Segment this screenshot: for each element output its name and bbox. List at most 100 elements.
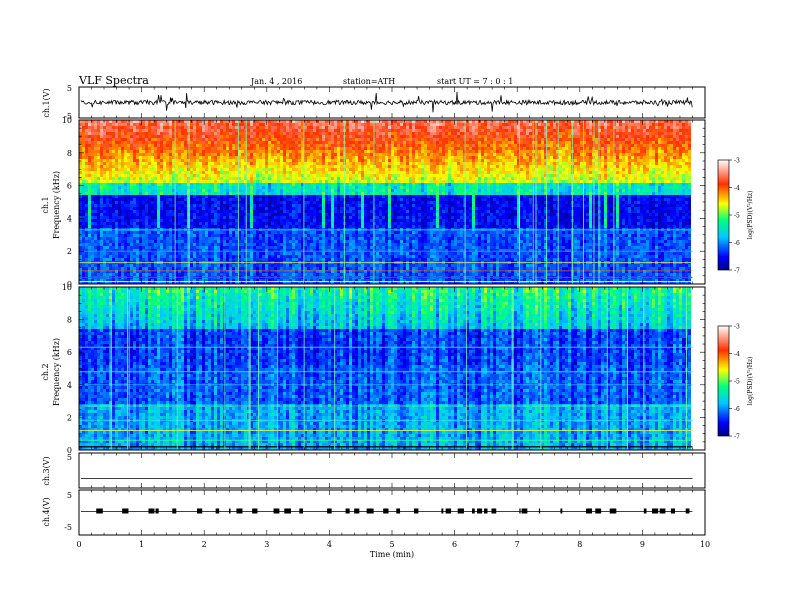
spectrogram-column [118, 120, 121, 284]
spectrogram-column [271, 287, 274, 450]
ch4-waveform-panel: 5 -5 ch.4(V) 0 1 2 3 4 5 6 7 8 9 10 Time (min) [42, 489, 710, 559]
spectrogram-column [358, 120, 361, 284]
spectrogram-column [406, 287, 409, 450]
spectrogram-column [136, 287, 139, 450]
spectrogram-column [205, 287, 208, 450]
ch1-colorbar-label: log(PSD)(V²/Hz) [747, 191, 754, 240]
spectrogram-column [214, 287, 217, 450]
spectrogram-column [319, 120, 322, 284]
spectrogram-column [481, 120, 484, 284]
spectrogram-column [484, 120, 487, 284]
spectrogram-column [568, 120, 571, 284]
ch2-colorbar-ticks: -3 -4 -5 -6 -7 [729, 324, 740, 441]
spectrogram-column [601, 287, 604, 450]
spectrogram-column [400, 120, 403, 284]
spectrogram-column [298, 287, 301, 450]
spectrogram-column [547, 120, 550, 284]
spectrogram-column [97, 120, 100, 284]
spectrogram-column [625, 287, 628, 450]
spectrogram-column [112, 287, 115, 450]
spectrogram-column [520, 287, 523, 450]
spectrogram-column [415, 287, 418, 450]
spectrogram-column [325, 287, 328, 450]
spectrogram-column [109, 287, 112, 450]
burst-block [477, 508, 483, 514]
spectrogram-column [106, 120, 109, 284]
spectrogram-column [451, 287, 454, 450]
spectrogram-column [442, 287, 445, 450]
spectrogram-column [433, 287, 436, 450]
burst-block [585, 508, 593, 514]
spectrogram-column [160, 287, 163, 450]
colorbar-tick-label: -3 [734, 158, 740, 165]
spectrogram-column [103, 287, 106, 450]
spectrogram-column [334, 287, 337, 450]
spectrogram-column [403, 120, 406, 284]
spectrogram-column [346, 120, 349, 284]
spectrogram-column [652, 120, 655, 284]
spectrogram-column [538, 287, 541, 450]
burst-block [685, 508, 690, 514]
spectrogram-column [457, 120, 460, 284]
spectrogram-column [544, 287, 547, 450]
ch4-waveform-ytick-top: 5 [67, 491, 72, 500]
spectrogram-column [673, 287, 676, 450]
spectrogram-column [331, 120, 334, 284]
spectrogram-column [499, 120, 502, 284]
spectrogram-column [265, 287, 268, 450]
spectrogram-column [193, 287, 196, 450]
spectrogram-column [583, 287, 586, 450]
spectrogram-column [637, 287, 640, 450]
burst-block [284, 508, 291, 514]
spectrogram-column [295, 287, 298, 450]
spectrogram-column [292, 287, 295, 450]
spectrogram-column [103, 120, 106, 284]
spectrogram-column [523, 287, 526, 450]
spectrogram-column [184, 287, 187, 450]
spectrogram-column [511, 120, 514, 284]
spectrogram-column [262, 287, 265, 450]
spectrogram-column [397, 287, 400, 450]
spectrogram-column [655, 120, 658, 284]
spectrogram-column [109, 120, 112, 284]
spectrogram-column [577, 287, 580, 450]
spectrogram-column [100, 120, 103, 284]
spectrogram-column [517, 287, 520, 450]
spectrogram-column [541, 287, 544, 450]
spectrogram-column [382, 120, 385, 284]
spectrogram-column [364, 287, 367, 450]
spectrogram-column [292, 120, 295, 284]
spectrogram-column [535, 120, 538, 284]
x-tick-label: 1 [139, 540, 144, 549]
spectrogram-column [370, 287, 373, 450]
spectrogram-column [259, 287, 262, 450]
spectrogram-column [664, 120, 667, 284]
spectrogram-column [154, 287, 157, 450]
spectrogram-column [604, 287, 607, 450]
spectrogram-column [478, 120, 481, 284]
x-tick-label: 7 [515, 540, 520, 549]
spectrogram-column [616, 120, 619, 284]
spectrogram-column [628, 287, 631, 450]
spectrogram-column [478, 287, 481, 450]
spectrogram-column [91, 287, 94, 450]
spectrogram-column [100, 287, 103, 450]
spectrogram-column [220, 287, 223, 450]
spectrogram-column [217, 120, 220, 284]
start-time-label: start UT = 7 : 0 : 1 [437, 77, 513, 86]
spectrogram-column [301, 287, 304, 450]
ch3-waveform-ylabel: ch.3(V) [42, 456, 51, 485]
ch2-spectrogram-image [79, 287, 691, 450]
spectrogram-column [613, 287, 616, 450]
spectrogram-column [574, 120, 577, 284]
x-tick-label: 4 [327, 540, 332, 549]
spectrogram-column [124, 287, 127, 450]
y-tick-label: 10 [62, 116, 72, 125]
ch1-waveform-ticks [78, 87, 706, 118]
spectrogram-column [640, 287, 643, 450]
spectrogram-column [610, 287, 613, 450]
spectrogram-column [208, 120, 211, 284]
spectrogram-column [157, 287, 160, 450]
colorbar-tick-label: -5 [734, 379, 740, 386]
ch4-waveform-ticks [78, 490, 706, 535]
